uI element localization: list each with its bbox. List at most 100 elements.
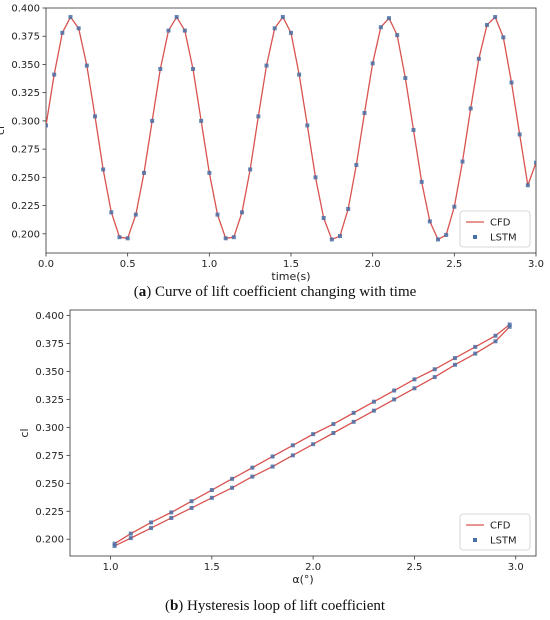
x-tick-label: 1.0 xyxy=(201,259,217,270)
y-tick-label: 0.275 xyxy=(11,145,40,156)
y-tick-label: 0.325 xyxy=(11,88,40,99)
series-lstm-point xyxy=(305,123,310,128)
series-lstm-point xyxy=(387,16,391,21)
series-lstm-point xyxy=(354,162,359,167)
series-lstm-point xyxy=(230,476,235,481)
x-tick-label: 2.5 xyxy=(406,562,422,573)
series-lstm-point xyxy=(452,362,457,367)
x-tick-label: 0.0 xyxy=(38,259,54,270)
series-lstm-point xyxy=(272,26,277,31)
legend-box xyxy=(459,513,531,551)
series-lstm-point xyxy=(501,35,506,40)
series-lstm-point xyxy=(150,118,155,123)
x-axis-label: α(°) xyxy=(292,573,313,586)
series-lstm-point xyxy=(311,432,316,437)
series-lstm-point xyxy=(371,399,376,404)
series-lstm-point xyxy=(412,386,417,391)
series-lstm-point xyxy=(331,422,336,427)
caption-b: (b) Hysteresis loop of lift coefficient xyxy=(165,598,386,614)
series-lstm-point xyxy=(432,375,437,380)
series-lstm-point xyxy=(158,66,163,71)
series-lstm-point xyxy=(207,170,212,175)
legend-swatch-lstm xyxy=(473,235,477,239)
series-lstm-point xyxy=(412,377,417,382)
series-lstm-point xyxy=(351,419,356,424)
series-lstm-point xyxy=(493,333,498,338)
series-lstm-point xyxy=(182,28,187,33)
series-lstm-point xyxy=(473,351,478,356)
legend-label-cfd: CFD xyxy=(490,218,511,229)
series-lstm-point xyxy=(250,465,255,470)
series-lstm-point xyxy=(189,505,194,510)
series-lstm-point xyxy=(230,485,235,490)
series-lstm-point xyxy=(338,234,342,239)
series-lstm-point xyxy=(52,72,57,77)
series-lstm-point xyxy=(199,118,204,123)
series-lstm-point xyxy=(485,22,489,27)
series-lstm-point xyxy=(378,25,383,30)
series-lstm-point xyxy=(436,237,440,242)
series-lstm-point xyxy=(392,388,397,393)
series-lstm-point xyxy=(290,453,295,458)
series-lstm-point xyxy=(289,30,293,35)
y-tick-label: 0.225 xyxy=(11,201,40,212)
y-tick-label: 0.375 xyxy=(35,339,64,350)
chart-b-hysteresis-loop: 1.0 1.5 2.0 2.5 3.0 0.200 0.225 0.250 0.275 0.300… xyxy=(18,309,537,586)
series-lstm-point xyxy=(248,167,253,172)
series-lstm-point xyxy=(444,232,449,237)
caption-a-label: a xyxy=(139,284,147,300)
x-tick-label: 2.0 xyxy=(305,562,321,573)
series-lstm-point xyxy=(250,474,255,479)
series-lstm-point xyxy=(452,204,457,209)
series-lstm-point xyxy=(509,80,514,85)
series-lstm-point xyxy=(191,66,195,71)
y-tick-label: 0.300 xyxy=(35,423,64,434)
series-lstm-point xyxy=(189,499,194,504)
plot-area xyxy=(45,7,537,254)
series-lstm-point xyxy=(256,114,261,119)
series-lstm-point xyxy=(149,526,154,531)
series-lstm-point xyxy=(403,76,408,80)
series-lstm-point xyxy=(125,236,130,241)
series-lstm-point xyxy=(473,344,478,349)
series-lstm-point xyxy=(290,443,295,448)
series-lstm-point xyxy=(149,520,154,525)
plot-marks xyxy=(46,15,536,242)
series-lstm-point xyxy=(313,175,318,180)
series-lstm-point xyxy=(60,30,65,35)
series-lstm-point xyxy=(133,212,138,217)
series-lstm-point xyxy=(209,488,214,493)
series-lstm-point xyxy=(174,15,179,20)
y-tick-label: 0.350 xyxy=(11,60,40,71)
series-lstm-point xyxy=(534,160,536,165)
series-lstm-point xyxy=(419,179,424,184)
series-lstm-point xyxy=(476,56,481,61)
y-tick-label: 0.350 xyxy=(35,367,64,378)
y-tick-label: 0.400 xyxy=(35,311,64,322)
y-tick-label: 0.300 xyxy=(11,116,40,127)
series-lstm-point xyxy=(93,114,97,119)
legend-label-cfd: CFD xyxy=(490,521,511,532)
series-lstm-point xyxy=(351,410,356,415)
series-lstm-point xyxy=(128,531,133,536)
series-lstm-point xyxy=(169,515,174,520)
x-tick-label: 1.0 xyxy=(103,562,119,573)
series-lstm-point xyxy=(517,132,522,137)
caption-a-text: Curve of lift coefficient changing with … xyxy=(155,284,417,300)
y-tick-label: 0.250 xyxy=(35,479,64,490)
series-lstm-point xyxy=(223,236,228,241)
x-tick-label: 3.0 xyxy=(528,259,544,270)
series-lstm-point xyxy=(209,495,214,500)
series-lstm-point xyxy=(395,33,400,38)
series-lstm-point xyxy=(331,431,336,435)
legend-label-lstm: LSTM xyxy=(490,233,517,244)
y-tick-label: 0.200 xyxy=(11,229,40,240)
x-tick-label: 1.5 xyxy=(204,562,220,573)
series-lstm-point xyxy=(507,324,512,329)
series-lstm-point xyxy=(452,356,457,361)
series-lstm-point xyxy=(392,397,397,402)
series-lstm-point xyxy=(128,536,133,541)
x-tick-label: 0.5 xyxy=(120,259,136,270)
y-tick-label: 0.325 xyxy=(35,395,64,406)
series-lstm-point xyxy=(68,15,73,20)
